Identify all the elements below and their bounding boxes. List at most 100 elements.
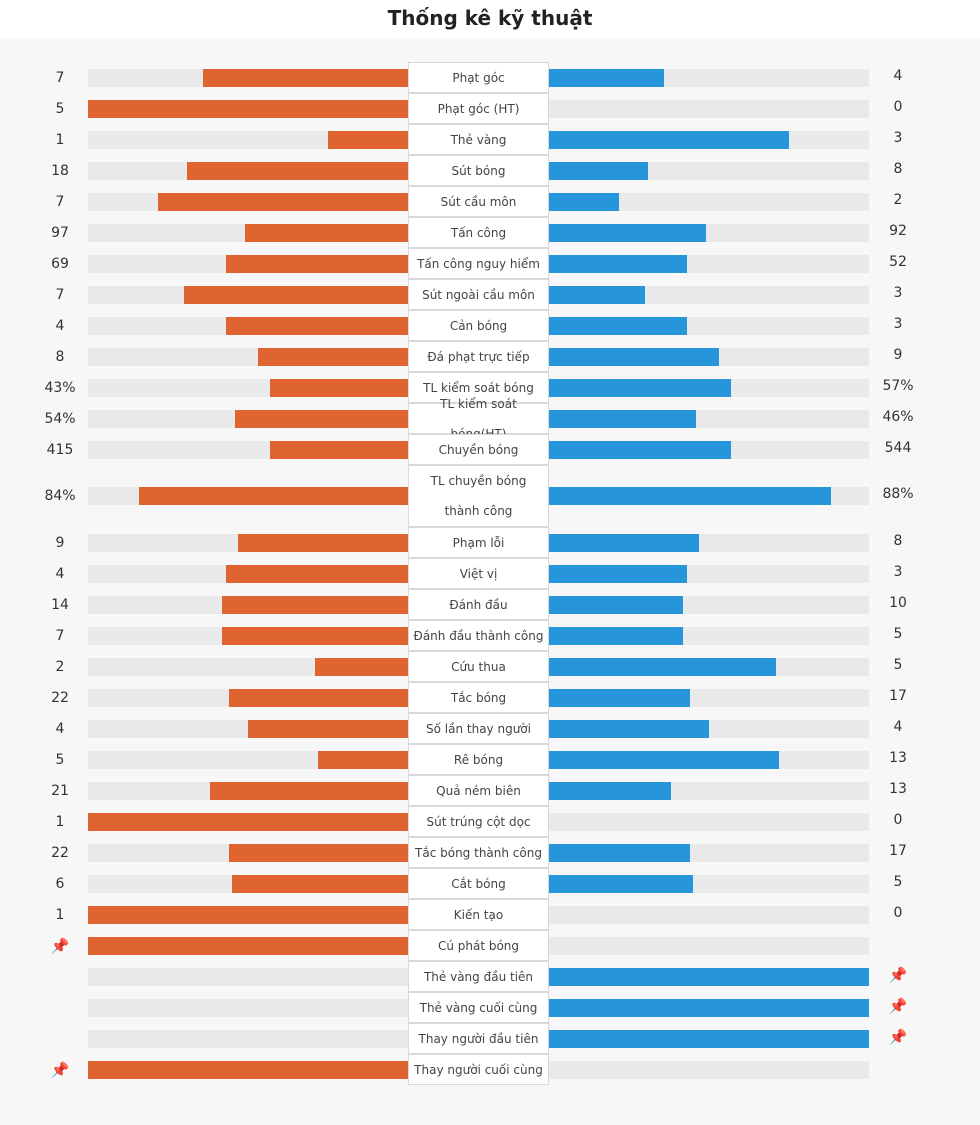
home-bar	[245, 223, 408, 242]
stat-label: Quả ném biên	[408, 775, 549, 806]
stat-label: Việt vị	[408, 558, 549, 589]
home-value: 22	[51, 844, 69, 861]
home-value: 7	[55, 627, 65, 644]
home-bar	[226, 564, 408, 583]
home-bar	[232, 874, 408, 893]
away-bar-track	[549, 750, 869, 769]
stat-row: 84% TL chuyền bóng thành công 88%	[0, 465, 980, 527]
stat-row: 📌 Cú phát bóng	[0, 930, 980, 961]
stat-row: 2 Cứu thua 5	[0, 651, 980, 682]
away-value: 57%	[882, 377, 914, 394]
stat-label: Phạt góc (HT)	[408, 93, 549, 124]
away-value: 17	[889, 687, 907, 704]
stat-label: Tắc bóng	[408, 682, 549, 713]
home-bar	[222, 626, 408, 645]
away-value: 4	[893, 67, 903, 84]
away-bar-track	[549, 843, 869, 862]
away-bar	[549, 223, 706, 242]
stat-label: TL kiểm soát bóng(HT)	[408, 397, 549, 441]
home-bar-track	[88, 750, 408, 769]
home-value: 54%	[44, 410, 76, 427]
home-bar-track	[88, 781, 408, 800]
stat-row: Thẻ vàng cuối cùng 📌	[0, 992, 980, 1023]
stat-row: 7 Sút cầu môn 2	[0, 186, 980, 217]
away-bar-track	[549, 657, 869, 676]
stat-row: 18 Sút bóng 8	[0, 155, 980, 186]
home-bar-track	[88, 487, 408, 505]
away-bar	[549, 254, 687, 273]
stat-label: Cú phát bóng	[408, 930, 549, 961]
away-bar	[549, 564, 687, 583]
home-value: 4	[55, 565, 65, 582]
home-bar-track	[88, 285, 408, 304]
away-value: 2	[893, 191, 903, 208]
away-bar-track	[549, 564, 869, 583]
stat-label: TL kiểm soát bóng	[408, 372, 549, 403]
away-value: 5	[893, 873, 903, 890]
home-value: 14	[51, 596, 69, 613]
home-value: 1	[55, 813, 65, 830]
stat-label: Số lần thay người	[408, 713, 549, 744]
away-value: 13	[889, 780, 907, 797]
home-bar	[315, 657, 408, 676]
home-bar-track	[88, 254, 408, 273]
stat-label: Cứu thua	[408, 651, 549, 682]
away-value: 544	[884, 439, 912, 456]
away-bar	[549, 409, 696, 428]
home-bar	[139, 487, 408, 505]
page-title: Thống kê kỹ thuật	[387, 6, 593, 30]
away-value: 8	[893, 160, 903, 177]
away-value: 0	[893, 811, 903, 828]
stat-row: 📌 Thay người cuối cùng	[0, 1054, 980, 1085]
stat-label: Phạt góc	[408, 62, 549, 93]
home-pin-icon: 📌	[50, 936, 70, 955]
away-bar	[549, 487, 831, 505]
home-value: 7	[55, 69, 65, 86]
home-value: 8	[55, 348, 65, 365]
away-bar-track	[549, 936, 869, 955]
home-bar-track	[88, 347, 408, 366]
home-bar	[235, 409, 408, 428]
away-bar-track	[549, 223, 869, 242]
home-bar-track	[88, 626, 408, 645]
away-value: 8	[893, 532, 903, 549]
away-bar-track	[549, 192, 869, 211]
home-bar-track	[88, 657, 408, 676]
away-bar-track	[549, 1060, 869, 1079]
away-value: 3	[893, 129, 903, 146]
stat-label: Thẻ vàng	[408, 124, 549, 155]
away-bar-track	[549, 905, 869, 924]
away-value: 92	[889, 222, 907, 239]
away-bar-track	[549, 487, 869, 505]
stat-row: 1 Thẻ vàng 3	[0, 124, 980, 155]
stat-row: 5 Rê bóng 13	[0, 744, 980, 775]
home-bar-track	[88, 378, 408, 397]
stat-label: Tấn công nguy hiểm	[408, 248, 549, 279]
home-bar	[184, 285, 408, 304]
away-value: 9	[893, 346, 903, 363]
away-bar-track	[549, 161, 869, 180]
away-bar-track	[549, 533, 869, 552]
home-value: 5	[55, 100, 65, 117]
home-bar	[258, 347, 408, 366]
away-bar	[549, 440, 731, 459]
away-bar-track	[549, 440, 869, 459]
away-value: 46%	[882, 408, 914, 425]
away-bar	[549, 316, 687, 335]
away-bar	[549, 378, 731, 397]
home-value: 415	[46, 441, 74, 458]
home-bar-track	[88, 223, 408, 242]
stat-label: Phạm lỗi	[408, 527, 549, 558]
away-bar	[549, 192, 619, 211]
away-bar-track	[549, 874, 869, 893]
away-value: 13	[889, 749, 907, 766]
home-value: 97	[51, 224, 69, 241]
stat-label: Rê bóng	[408, 744, 549, 775]
home-bar-track	[88, 936, 408, 955]
home-value: 69	[51, 255, 69, 272]
home-bar	[229, 843, 408, 862]
home-bar-track	[88, 130, 408, 149]
home-bar	[88, 99, 408, 118]
stat-label: Sút trúng cột dọc	[408, 806, 549, 837]
away-bar	[549, 595, 683, 614]
